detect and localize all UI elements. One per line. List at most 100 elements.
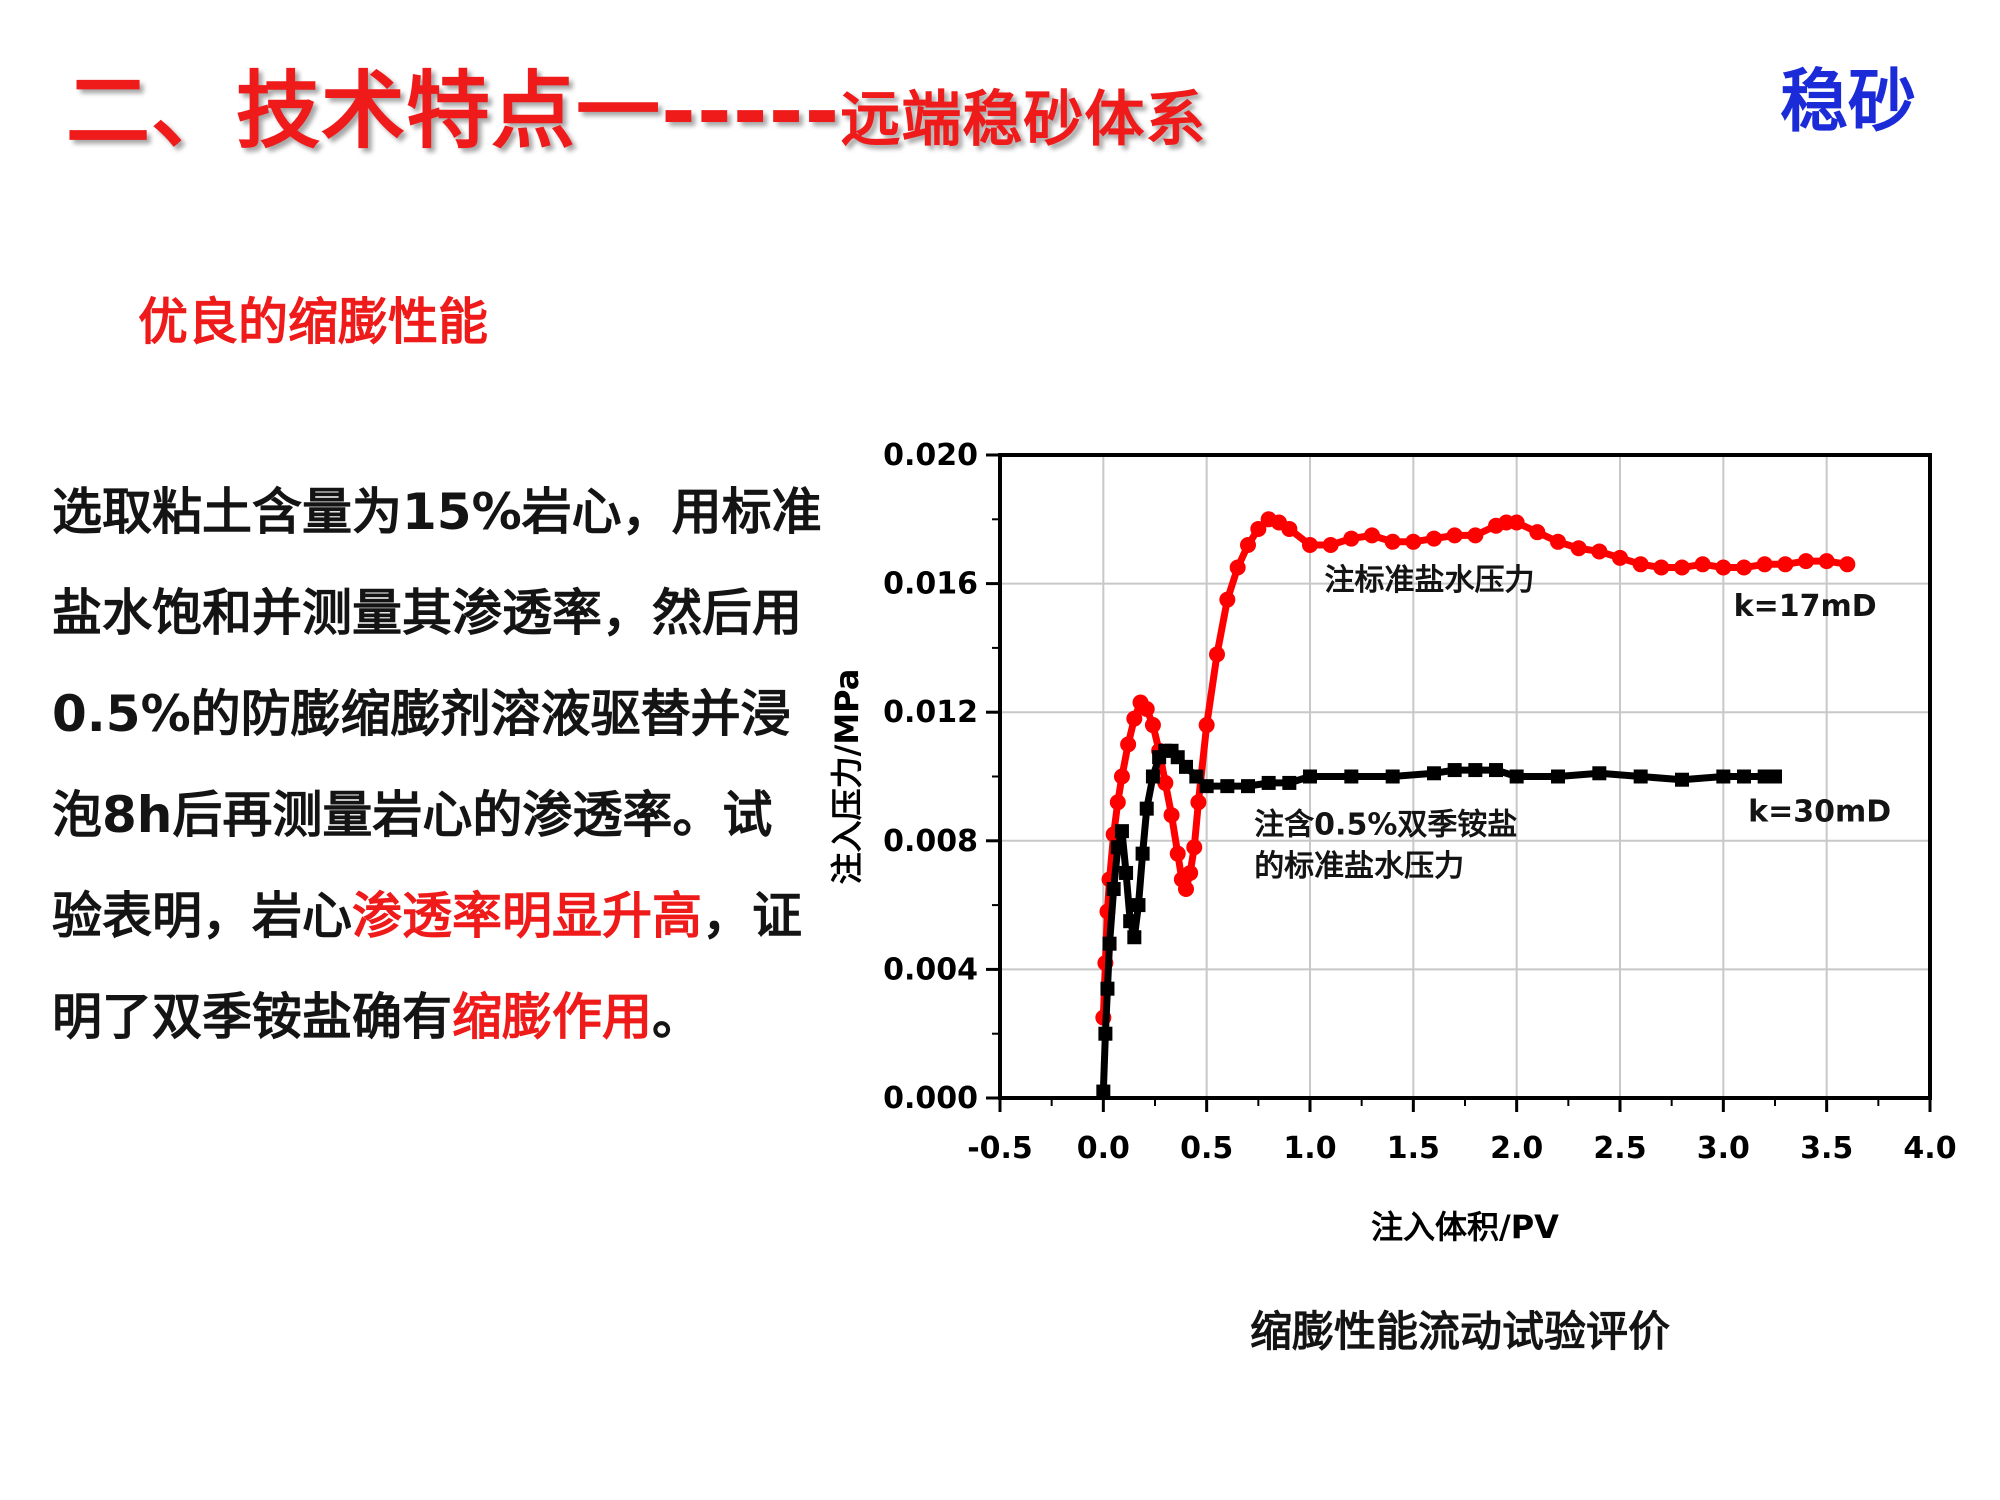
data-point-circle (1113, 768, 1130, 785)
data-point-circle (1653, 559, 1670, 576)
data-point-circle (1508, 514, 1525, 531)
data-point-square (1261, 775, 1276, 790)
data-point-circle (1591, 543, 1608, 560)
data-point-circle (1281, 520, 1298, 537)
data-point-circle (1190, 794, 1207, 811)
data-point-square (1127, 930, 1142, 945)
x-tick-label: 2.5 (1593, 1131, 1646, 1166)
plot-frame (998, 453, 1932, 1100)
data-point-square (1489, 763, 1503, 778)
data-point-circle (1144, 717, 1161, 734)
data-point-square (1114, 824, 1129, 839)
x-tick-label: 2.0 (1490, 1131, 1543, 1166)
paragraph-part-2: ，证明了双季铵盐确有 (52, 887, 802, 1046)
data-point-square (1675, 772, 1689, 787)
x-axis-title: 注入体积/PV (1371, 1208, 1559, 1246)
y-tick-label: 0.020 (883, 438, 978, 473)
data-point-circle (1169, 845, 1186, 862)
data-point-square (1468, 763, 1483, 778)
data-point-circle (1467, 527, 1484, 544)
data-point-circle (1736, 559, 1752, 576)
data-point-square (1551, 769, 1565, 784)
data-point-circle (1405, 533, 1422, 550)
data-point-circle (1570, 540, 1587, 557)
y-tick-label: 0.000 (883, 1081, 978, 1116)
data-point-circle (1426, 530, 1442, 547)
data-point-circle (1198, 717, 1215, 734)
data-point-square (1135, 846, 1150, 861)
data-point-square (1199, 779, 1214, 794)
chart-annotation: k=17mD (1734, 589, 1877, 624)
slide-title-sub: 远端稳砂体系 (840, 85, 1207, 155)
data-point-circle (1529, 524, 1546, 541)
data-point-square (1282, 775, 1297, 790)
paragraph-highlight-1: 渗透率明显升高 (352, 887, 702, 945)
data-point-circle (1209, 646, 1225, 663)
y-tick-label: 0.012 (883, 695, 978, 730)
data-point-circle (1818, 553, 1835, 570)
x-tick-label: 3.0 (1697, 1131, 1750, 1166)
x-tick-label: 1.0 (1283, 1131, 1336, 1166)
data-point-square (1344, 769, 1359, 784)
data-point-circle (1229, 559, 1246, 576)
data-point-square (1716, 769, 1731, 784)
data-point-square (1096, 1084, 1111, 1099)
body-paragraph: 选取粘土含量为15%岩心，用标准盐水饱和并测量其渗透率，然后用0.5%的防膨缩膨… (52, 462, 822, 1068)
data-point-circle (1157, 774, 1174, 791)
data-point-square (1241, 779, 1255, 794)
data-point-square (1110, 840, 1125, 855)
x-tick-label: 1.5 (1387, 1131, 1440, 1166)
x-tick-label: 0.0 (1077, 1131, 1130, 1166)
data-point-circle (1612, 549, 1628, 566)
data-point-circle (1240, 537, 1256, 554)
data-point-square (1119, 865, 1134, 880)
data-point-circle (1250, 520, 1267, 537)
data-point-square (1131, 898, 1146, 913)
data-point-square (1592, 766, 1607, 781)
paragraph-part-3: 。 (652, 988, 702, 1046)
data-point-circle (1364, 527, 1380, 544)
paragraph-highlight-2: 缩膨作用 (452, 988, 652, 1046)
data-point-square (1123, 914, 1138, 929)
data-point-square (1385, 769, 1400, 784)
chart-caption: 缩膨性能流动试验评价 (1249, 1307, 1670, 1356)
data-point-square (1768, 769, 1782, 784)
data-point-square (1102, 936, 1117, 951)
data-point-circle (1178, 881, 1194, 898)
y-axis-title: 注入压力/MPa (828, 669, 866, 885)
data-point-circle (1109, 794, 1126, 811)
data-point-square (1427, 766, 1441, 781)
data-point-circle (1777, 556, 1794, 573)
y-tick-label: 0.016 (883, 567, 978, 602)
data-point-square (1220, 779, 1235, 794)
data-point-square (1139, 801, 1154, 816)
slide-title: 二、技术特点一-----远端稳砂体系 (66, 44, 1206, 165)
data-point-circle (1302, 537, 1318, 554)
data-point-circle (1756, 556, 1773, 573)
data-point-circle (1715, 559, 1732, 576)
y-tick-label: 0.004 (883, 952, 978, 987)
data-point-square (1098, 1026, 1113, 1041)
data-point-square (1633, 769, 1648, 784)
chart-annotation: k=30mD (1748, 795, 1891, 830)
data-point-square (1145, 769, 1160, 784)
x-tick-label: 0.5 (1180, 1131, 1233, 1166)
data-point-circle (1446, 527, 1463, 544)
chart-annotation: 注含0.5%双季铵盐 (1254, 807, 1517, 842)
data-point-circle (1322, 537, 1339, 554)
y-tick-label: 0.008 (883, 824, 978, 859)
data-point-circle (1219, 591, 1236, 608)
chart-annotation: 的标准盐水压力 (1254, 849, 1464, 884)
data-point-circle (1384, 533, 1401, 550)
x-tick-label: -0.5 (967, 1131, 1033, 1166)
data-point-circle (1674, 559, 1690, 576)
x-tick-label: 4.0 (1903, 1131, 1956, 1166)
data-point-square (1447, 763, 1462, 778)
data-point-circle (1550, 533, 1566, 550)
data-point-circle (1798, 553, 1814, 570)
data-point-circle (1343, 530, 1360, 547)
data-point-circle (1126, 710, 1143, 727)
slide-title-main: 二、技术特点一----- (66, 62, 841, 160)
data-point-circle (1632, 556, 1649, 573)
